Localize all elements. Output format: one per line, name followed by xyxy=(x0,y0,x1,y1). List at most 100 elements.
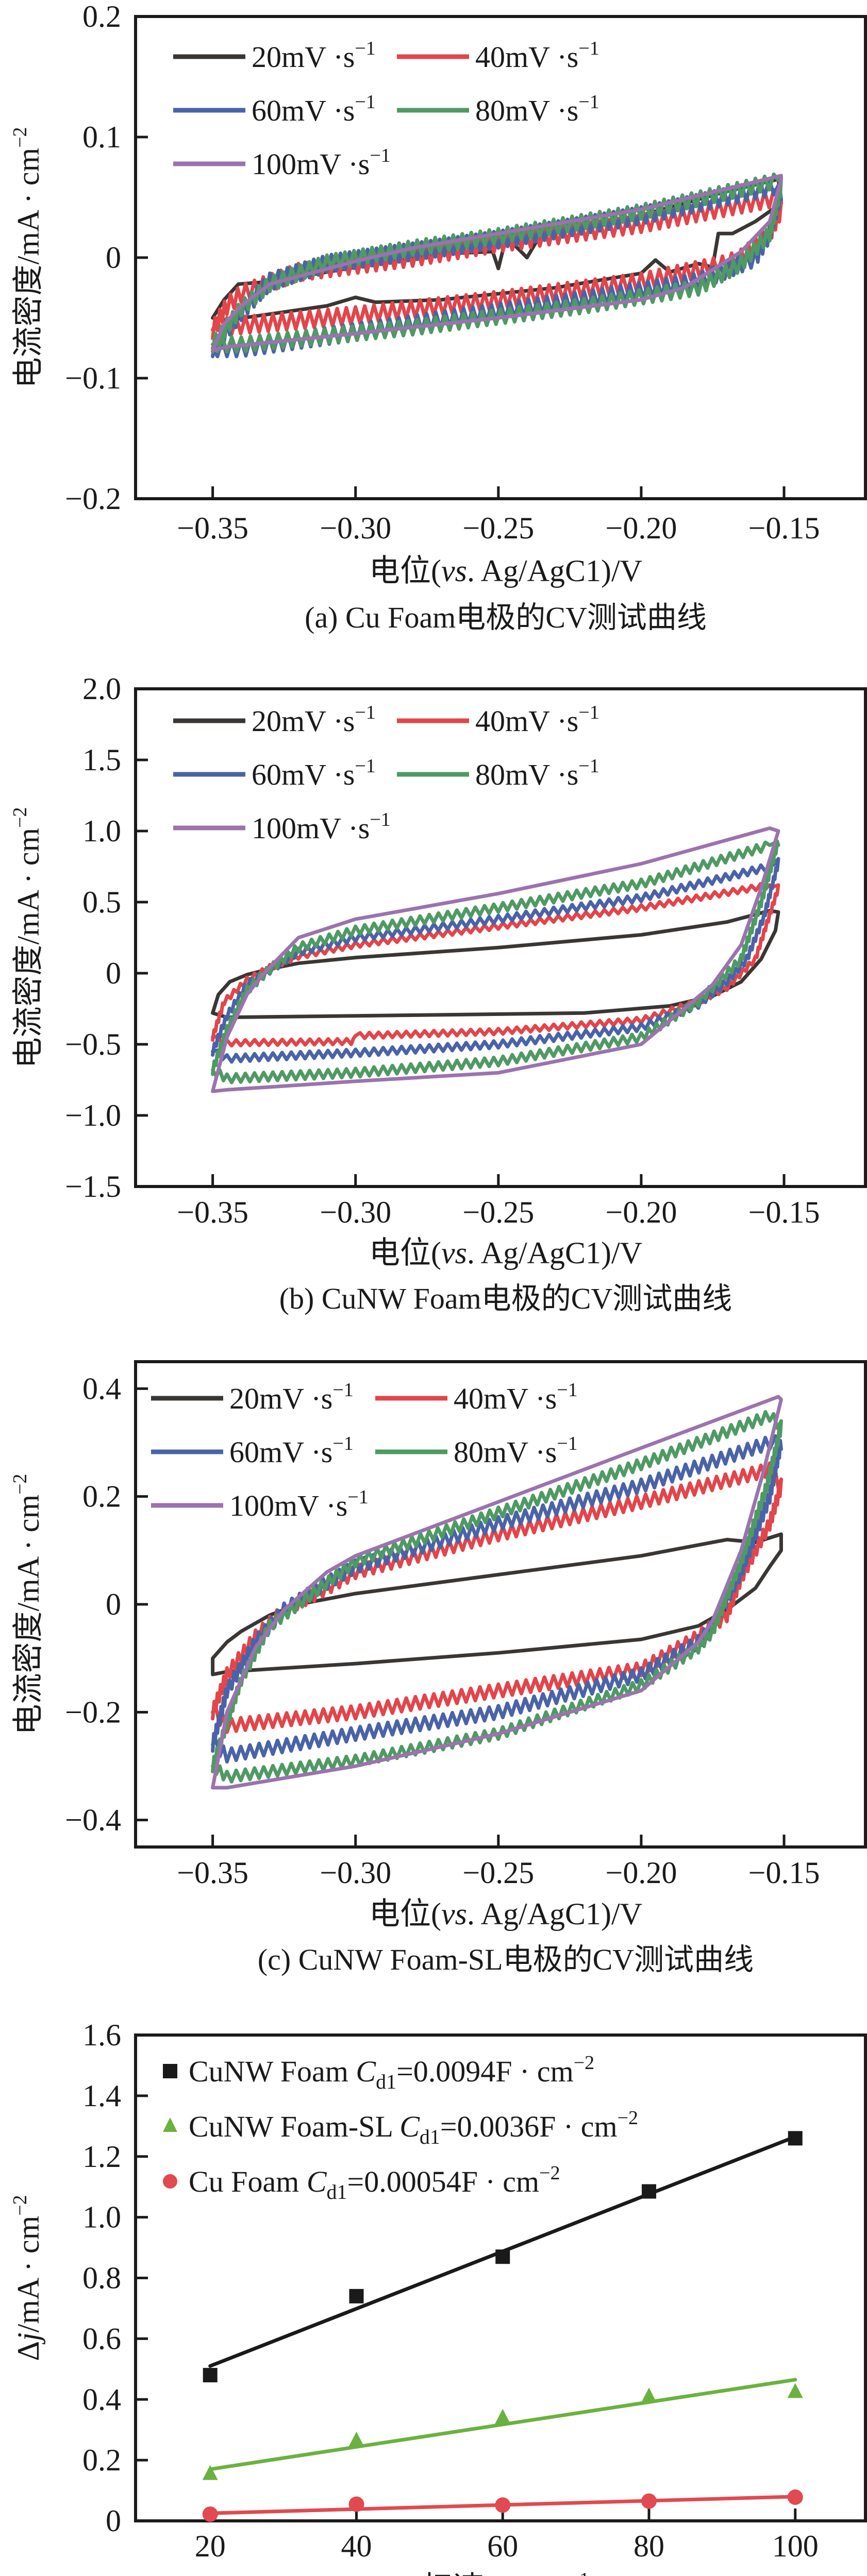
legend-label-value: =0.0036F · cm xyxy=(440,2110,618,2143)
legend-label-sup: −1 xyxy=(557,1433,577,1454)
legend-label-sup: −1 xyxy=(332,1433,353,1454)
x-tick-label: 80 xyxy=(633,2529,664,2563)
y-axis-title: 电流密度/mA · cm−2 xyxy=(9,1473,45,1735)
legend-item: 20mV ·s−1 xyxy=(173,702,376,738)
x-tick-label: 40 xyxy=(341,2529,372,2563)
y-tick-label: 0.4 xyxy=(82,1371,121,1405)
cv-curve-3 xyxy=(211,857,780,1064)
cv-curve-1 xyxy=(211,1532,783,1676)
panel-caption: (a) Cu Foam电极的CV测试曲线 xyxy=(305,601,707,634)
x-axis-title-prefix: 电位( xyxy=(369,1897,441,1931)
y-axis-title-sup: −2 xyxy=(9,127,31,147)
x-tick-label: −0.30 xyxy=(320,1195,391,1229)
y-tick-label: 0.2 xyxy=(82,2443,121,2477)
x-tick-label: −0.20 xyxy=(606,1195,677,1229)
legend-label: CuNW Foam Cd1=0.0094F · cm−2 xyxy=(189,2052,594,2093)
plot-frame xyxy=(134,687,867,1188)
curves xyxy=(211,1395,783,1790)
legend-label-sup: −1 xyxy=(370,809,390,831)
legend-label-value: =0.00054F · cm xyxy=(347,2165,540,2198)
legend-label-main: 40mV ·s xyxy=(454,1382,557,1415)
curves xyxy=(211,826,780,1093)
y-tick-label: 0 xyxy=(106,241,121,275)
legend-item: 100mV ·s−1 xyxy=(173,809,391,845)
x-axis-title-suffix: . Ag/AgC1)/V xyxy=(467,1236,642,1270)
y-tick-label: −0.1 xyxy=(65,361,121,395)
legend-label-name: CuNW Foam xyxy=(189,2055,356,2088)
x-axis-title-italic: vs xyxy=(441,554,467,588)
x-axis-title-italic: vs xyxy=(441,1236,467,1270)
y-axis-title: Δj/mA · cm−2 xyxy=(9,2195,45,2361)
y-tick-label: 1.0 xyxy=(82,814,121,848)
y-tick-label: 0 xyxy=(106,1587,121,1621)
y-axis-title-sup: −2 xyxy=(9,2195,31,2215)
legend-item: 40mV ·s−1 xyxy=(397,38,599,74)
y-tick-label: 0 xyxy=(106,956,121,990)
legend-label-sup: −1 xyxy=(355,91,375,113)
x-tick-label: −0.20 xyxy=(606,511,677,545)
y-axis-title-main: 电流密度/mA · cm xyxy=(11,1495,45,1735)
y-tick-label: −1.0 xyxy=(65,1098,121,1132)
legend-item: 80mV ·s−1 xyxy=(397,91,599,127)
legend-label: 60mV ·s−1 xyxy=(252,91,376,127)
legend-label-main: 60mV ·s xyxy=(252,758,355,791)
y-tick-label: 1.5 xyxy=(82,743,121,777)
x-axis-title-prefix: 电位( xyxy=(369,1236,441,1270)
legend-label-sup: −2 xyxy=(539,2162,560,2184)
y-tick-label: −1.5 xyxy=(65,1170,121,1204)
y-tick-label: 0.5 xyxy=(82,885,121,919)
legend-label-sub: d1 xyxy=(376,2070,396,2093)
data-point-square xyxy=(788,2131,803,2146)
legend-label-main: 100mV ·s xyxy=(252,811,370,845)
y-axis-title: 电流密度/mA · cm−2 xyxy=(9,127,45,388)
legend-label-main: 40mV ·s xyxy=(475,704,578,738)
legend-item: Cu Foam Cd1=0.00054F · cm−2 xyxy=(163,2162,560,2204)
legend-label-sup: −1 xyxy=(355,702,375,723)
y-tick-label: 0.2 xyxy=(82,0,121,33)
data-point-square xyxy=(203,2368,218,2383)
y-tick-label: 0.1 xyxy=(82,120,121,154)
legend-label: 60mV ·s−1 xyxy=(252,755,376,791)
cv-curve-5 xyxy=(211,174,783,352)
legend-label-sup: −1 xyxy=(347,1486,368,1508)
legend-item: CuNW Foam Cd1=0.0094F · cm−2 xyxy=(163,2052,594,2093)
legend-item: 60mV ·s−1 xyxy=(151,1433,354,1469)
fit-line xyxy=(208,2378,797,2471)
y-axis-title-sup: −2 xyxy=(9,807,31,827)
data-point-square xyxy=(495,2249,510,2264)
legend-label: 40mV ·s−1 xyxy=(454,1379,578,1415)
legend-item: 40mV ·s−1 xyxy=(375,1379,578,1415)
x-tick-label: −0.35 xyxy=(177,1856,248,1890)
x-tick-label: −0.25 xyxy=(462,1856,534,1890)
y-tick-label: 0.2 xyxy=(82,1480,121,1514)
data-point-square xyxy=(349,2289,364,2303)
legend-label-value: =0.0094F · cm xyxy=(396,2055,574,2088)
legend-item: CuNW Foam-SL Cd1=0.0036F · cm−2 xyxy=(163,2107,638,2148)
legend-label-sup: −1 xyxy=(578,755,599,777)
legend-item: 60mV ·s−1 xyxy=(173,755,376,791)
series-3 xyxy=(202,2489,803,2522)
legend-label-sup: −2 xyxy=(618,2107,638,2129)
legend-label-sup: −1 xyxy=(370,145,390,166)
legend-marker-square xyxy=(163,2064,177,2078)
data-point-triangle xyxy=(348,2431,364,2447)
y-tick-label: −0.2 xyxy=(65,1695,121,1729)
legend-label-name: Cu Foam xyxy=(189,2165,307,2198)
legend-label-main: 80mV ·s xyxy=(475,94,578,127)
data-point-circle xyxy=(641,2493,657,2509)
legend-item: 80mV ·s−1 xyxy=(375,1433,578,1469)
legend-label-c: C xyxy=(399,2110,420,2143)
x-axis-title-italic: vs xyxy=(441,1897,467,1931)
y-axis-title-main: /mA · cm xyxy=(11,2216,45,2333)
panel-caption: (b) CuNW Foam电极的CV测试曲线 xyxy=(279,1282,732,1315)
y-tick-label: 1.0 xyxy=(82,2200,121,2234)
legend-label-main: 40mV ·s xyxy=(475,40,578,74)
legend-label-sup: −1 xyxy=(578,38,599,59)
x-axis-title: 电位(vs. Ag/AgC1)/V xyxy=(369,554,642,588)
legend-label-main: 80mV ·s xyxy=(454,1435,557,1469)
legend-label-sup: −1 xyxy=(557,1379,577,1401)
legend-label: 100mV ·s−1 xyxy=(229,1486,369,1522)
legend-label: 100mV ·s−1 xyxy=(252,809,391,845)
y-tick-label: 0.8 xyxy=(82,2261,121,2295)
